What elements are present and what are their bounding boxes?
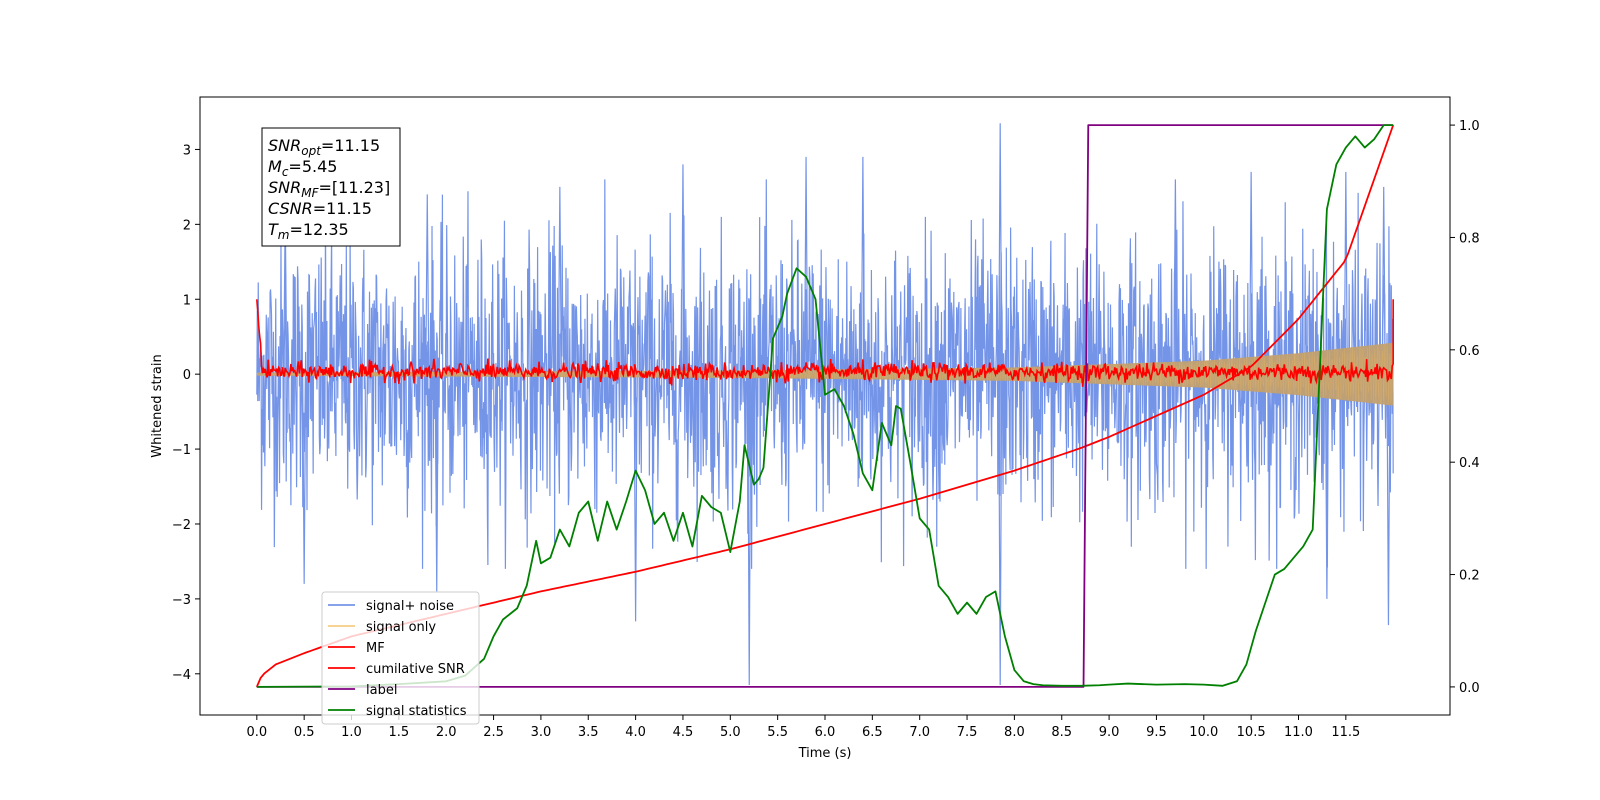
noise-spike xyxy=(998,374,1003,686)
noise-spike xyxy=(557,186,562,375)
noise-spike xyxy=(860,156,865,375)
noise-spike xyxy=(1386,374,1391,626)
x-tick-label: 7.0 xyxy=(909,725,930,740)
y-tick-label: 2 xyxy=(183,218,191,233)
legend-frame xyxy=(321,591,480,725)
x-tick-label: 6.5 xyxy=(862,725,883,740)
noise-spike xyxy=(747,374,752,686)
legend: signal+ noise signal only MF cumilative SNR… xyxy=(321,591,480,725)
x-tick-label: 6.0 xyxy=(815,725,836,740)
annotation-line: Mc=5.45 xyxy=(268,157,337,179)
y-tick-label: 1 xyxy=(183,293,191,308)
x-tick-label: 0.0 xyxy=(246,725,267,740)
x-tick-label: 3.0 xyxy=(531,725,552,740)
annotation-line: CSNR=11.15 xyxy=(268,199,372,218)
x-tick-label: 1.0 xyxy=(341,725,362,740)
noise-spike xyxy=(1173,179,1178,375)
x-tick-label: 11.5 xyxy=(1331,725,1360,740)
legend-label: label xyxy=(366,683,397,698)
x-tick-label: 2.5 xyxy=(483,725,504,740)
y-tick-label: −1 xyxy=(172,443,191,458)
legend-label: signal statistics xyxy=(366,704,467,719)
y-tick-label: 3 xyxy=(183,143,191,158)
x-tick-label: 8.0 xyxy=(1004,725,1025,740)
x-tick-label: 9.0 xyxy=(1099,725,1120,740)
annotation-box: SNRopt=11.15Mc=5.45SNRMF=[11.23]CSNR=11.… xyxy=(261,127,401,247)
x-tick-label: 7.5 xyxy=(957,725,978,740)
series-mf-line xyxy=(256,299,1394,387)
series-signal-only-envelope xyxy=(256,342,1394,406)
noise-spike xyxy=(1381,186,1386,375)
x-tick-label: 1.5 xyxy=(389,725,410,740)
y-tick-label: −2 xyxy=(172,518,191,533)
annotation-line: Tm=12.35 xyxy=(268,220,349,242)
y2-tick-label: 0.4 xyxy=(1459,456,1480,471)
legend-label: signal+ noise xyxy=(366,599,454,614)
x-tick-label: 11.0 xyxy=(1284,725,1313,740)
legend-label: MF xyxy=(366,641,385,656)
y-tick-label: −4 xyxy=(172,668,191,683)
annotation-box-frame xyxy=(261,127,401,247)
noise-spike xyxy=(1343,171,1348,375)
x-tick-label: 0.5 xyxy=(294,725,315,740)
noise-spike xyxy=(1249,171,1254,375)
x-tick-label: 10.5 xyxy=(1237,725,1266,740)
x-tick-label: 5.0 xyxy=(720,725,741,740)
y2-tick-label: 0.8 xyxy=(1459,231,1480,246)
y-tick-label: −3 xyxy=(172,593,191,608)
series-signal-statistics-line xyxy=(256,124,1394,688)
series-signal-noise-line xyxy=(256,179,1394,569)
x-tick-label: 5.5 xyxy=(767,725,788,740)
series-signal-only-line xyxy=(256,343,1394,405)
x-tick-label: 8.5 xyxy=(1051,725,1072,740)
x-tick-label: 2.0 xyxy=(436,725,457,740)
annotation-line: SNRopt=11.15 xyxy=(268,136,380,158)
x-tick-label: 4.5 xyxy=(673,725,694,740)
y2-tick-label: 0.0 xyxy=(1459,681,1480,696)
y2-tick-label: 1.0 xyxy=(1459,119,1480,134)
noise-spike xyxy=(680,164,686,375)
legend-label: signal only xyxy=(366,620,436,635)
noise-spike xyxy=(302,374,307,584)
x-tick-label: 9.5 xyxy=(1146,725,1167,740)
y-axis-right: 1.0 0.8 0.6 0.4 0.2 0.0 xyxy=(1450,119,1480,696)
y2-tick-label: 0.6 xyxy=(1459,344,1480,359)
x-axis-label: Time (s) xyxy=(798,746,852,761)
noise-spike xyxy=(434,374,439,592)
legend-label: cumilative SNR xyxy=(366,662,465,677)
annotation-line: SNRMF=[11.23] xyxy=(268,178,390,200)
y2-tick-label: 0.2 xyxy=(1459,569,1480,584)
noise-spike xyxy=(803,156,809,375)
x-tick-label: 4.0 xyxy=(625,725,646,740)
y-tick-label: 0 xyxy=(183,368,191,383)
x-tick-label: 10.0 xyxy=(1189,725,1218,740)
noise-spike xyxy=(425,194,430,375)
y-axis-left: 3 2 1 0 −1 −2 −3 −4 xyxy=(172,143,200,683)
x-tick-label: 3.5 xyxy=(578,725,599,740)
noise-spike xyxy=(998,123,1003,375)
x-axis: 0.0 0.5 1.0 1.5 2.0 2.5 3.0 3.5 4.0 4.5 5.0 5.5 6.0 6… xyxy=(246,715,1360,740)
series-label-line xyxy=(256,124,1394,688)
y-axis-label: Whitened strain xyxy=(150,354,165,457)
